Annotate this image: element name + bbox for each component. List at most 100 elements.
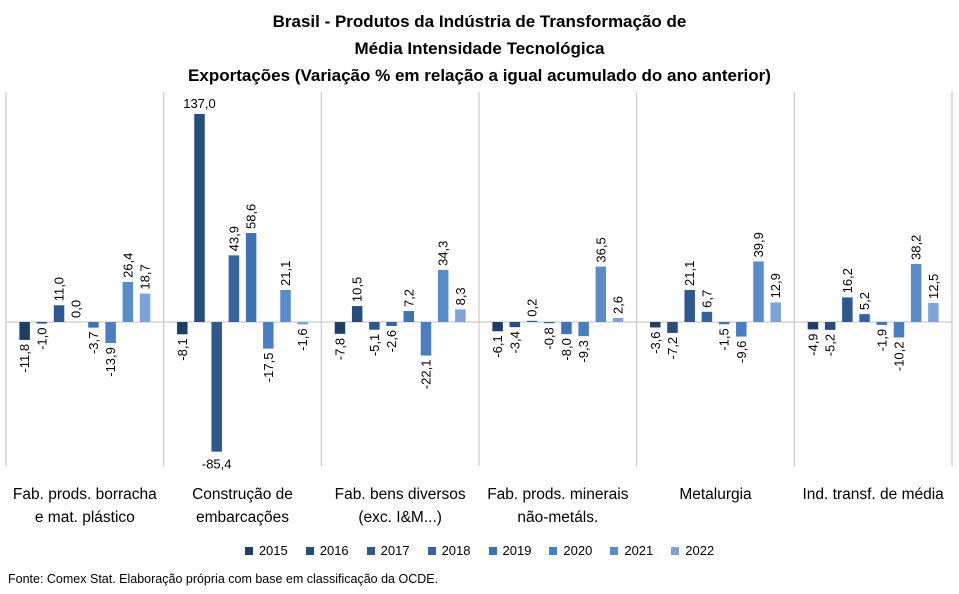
legend-swatch [610,546,619,555]
legend-swatch [427,546,436,555]
legend-swatch [366,546,375,555]
legend-label: 2017 [380,543,410,558]
bar-2016-cat-0 [36,322,48,324]
legend-item-2017: 2017 [366,543,410,558]
legend-item-2020: 2020 [549,543,592,558]
data-label: -9,3 [576,340,591,362]
data-label: -8,1 [175,338,190,360]
legend-label: 2020 [563,543,593,558]
bar-2019-cat-3 [561,322,572,335]
data-label: 10,5 [350,277,365,302]
bar-2018-cat-4 [701,311,713,322]
data-label: -4,9 [805,333,820,355]
data-label: -9,6 [734,341,749,363]
data-label: -22,1 [418,360,433,390]
data-label: -3,7 [86,332,101,354]
bar-2017-cat-1 [211,322,222,452]
legend-item-2022: 2022 [671,543,714,558]
category-label: (exc. I&M...) [358,509,442,526]
category-label: Fab. prods. borracha [13,486,157,503]
bar-2022-cat-2 [455,309,466,322]
chart-title-line-2: Média Intensidade Tecnológica [354,39,605,58]
legend-item-2021: 2021 [610,543,653,558]
data-label: 39,9 [751,232,766,257]
legend-item-2018: 2018 [427,543,471,558]
category-label: e mat. plástico [35,509,135,526]
data-label: -7,8 [332,338,347,360]
bar-2020-cat-1 [263,322,274,349]
bar-2015-cat-2 [334,322,346,334]
data-label: -11,8 [17,344,32,373]
data-label: -1,0 [34,328,49,350]
bar-2016-cat-2 [351,306,363,322]
category-label: Fab. bens diversos [335,486,466,503]
data-label: 58,6 [244,204,259,229]
data-label: -5,1 [367,334,382,356]
legend-label: 2022 [685,543,715,558]
bar-2016-cat-1 [194,114,205,322]
legend-swatch [549,546,558,555]
bar-2018-cat-2 [386,322,397,326]
bar-2017-cat-2 [369,322,380,330]
legend-item-2019: 2019 [488,543,532,558]
data-label: -1,6 [295,328,310,350]
data-label: -8,0 [559,338,574,360]
bar-2017-cat-5 [842,297,853,322]
bar-2019-cat-1 [245,233,257,322]
data-label: 12,9 [768,273,783,298]
bar-2015-cat-5 [807,322,819,330]
data-label: 2,6 [611,296,626,314]
bar-2015-cat-4 [650,322,661,328]
data-label: -1,9 [874,329,889,351]
bar-2022-cat-4 [770,302,781,322]
legend-label: 2016 [319,543,349,558]
category-label: Ind. transf. de média [803,486,945,503]
bar-2018-cat-5 [859,314,870,322]
data-label: 43,9 [226,226,241,251]
bar-2020-cat-5 [893,322,905,338]
data-label: -0,8 [542,327,557,349]
bar-2020-cat-2 [420,322,432,356]
data-label: -13,9 [103,347,118,377]
data-label: -3,6 [648,331,663,353]
data-label: 36,5 [593,237,608,262]
category-label: Construção de [192,486,293,503]
legend-label: 2019 [502,543,532,558]
legend-swatch [244,546,253,555]
data-label: -85,4 [202,457,232,472]
data-label: 12,5 [926,274,941,299]
data-label: 11,0 [52,277,67,301]
category-label: Fab. prods. minerais [487,486,629,503]
bar-2016-cat-3 [509,322,521,328]
bar-2015-cat-0 [19,322,30,340]
data-label: 38,2 [909,235,924,260]
legend-label: 2018 [441,543,471,558]
chart-legend: 2015 2016 2017 2018 2019 2020 2021 2022 [0,543,959,558]
bar-2019-cat-4 [718,322,730,325]
data-label: 8,3 [453,287,468,305]
data-label: 21,1 [278,261,293,286]
data-label: -10,2 [891,341,906,371]
source-note: Fonte: Comex Stat. Elaboração própria co… [8,572,439,586]
data-label: 0,0 [69,300,84,318]
chart-title: Brasil - Produtos da Indústria de Transf… [0,8,959,89]
bar-2018-cat-1 [228,255,240,322]
legend-item-2015: 2015 [244,543,288,558]
chart-title-line-3: Exportações (Variação % em relação a igu… [188,66,771,85]
bar-2020-cat-0 [105,322,116,344]
data-label: 7,2 [401,289,416,307]
bar-2018-cat-3 [543,322,555,324]
bar-2019-cat-2 [403,311,415,322]
bar-2022-cat-5 [928,303,939,322]
data-label: -7,2 [665,337,680,359]
bar-2015-cat-1 [177,322,188,335]
data-label: 18,7 [138,264,153,289]
bar-2019-cat-5 [876,322,888,325]
bar-2017-cat-0 [53,305,65,322]
bar-2021-cat-1 [280,289,291,322]
category-label: Metalurgia [679,486,752,503]
bar-2022-cat-3 [612,318,624,322]
bar-2021-cat-0 [122,281,134,322]
bar-2022-cat-1 [297,322,308,325]
